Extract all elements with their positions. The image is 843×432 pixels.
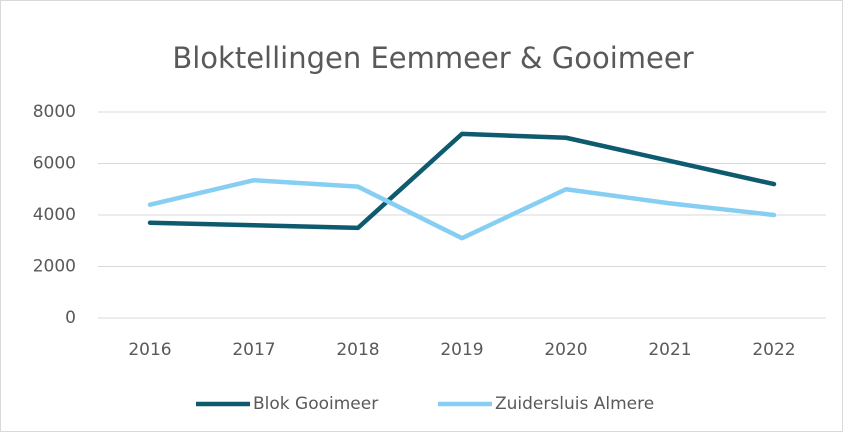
line-series	[147, 177, 777, 241]
x-tick-label: 2018	[336, 340, 379, 360]
legend-label: Blok Gooimeer	[253, 394, 378, 414]
x-tick-label: 2017	[232, 340, 275, 360]
x-tick-label: 2016	[128, 340, 171, 360]
x-tick-label: 2021	[648, 340, 691, 360]
y-tick-label: 2000	[33, 257, 76, 277]
y-tick-label: 6000	[33, 154, 76, 174]
x-tick-label: 2019	[440, 340, 483, 360]
y-tick-label: 4000	[33, 205, 76, 225]
legend-label: Zuidersluis Almere	[495, 394, 654, 414]
y-tick-label: 0	[65, 308, 76, 328]
x-tick-label: 2022	[752, 340, 795, 360]
chart-title: Bloktellingen Eemmeer & Gooimeer	[172, 41, 693, 75]
x-tick-label: 2020	[544, 340, 587, 360]
y-tick-label: 8000	[33, 102, 76, 122]
line-series	[147, 131, 777, 231]
